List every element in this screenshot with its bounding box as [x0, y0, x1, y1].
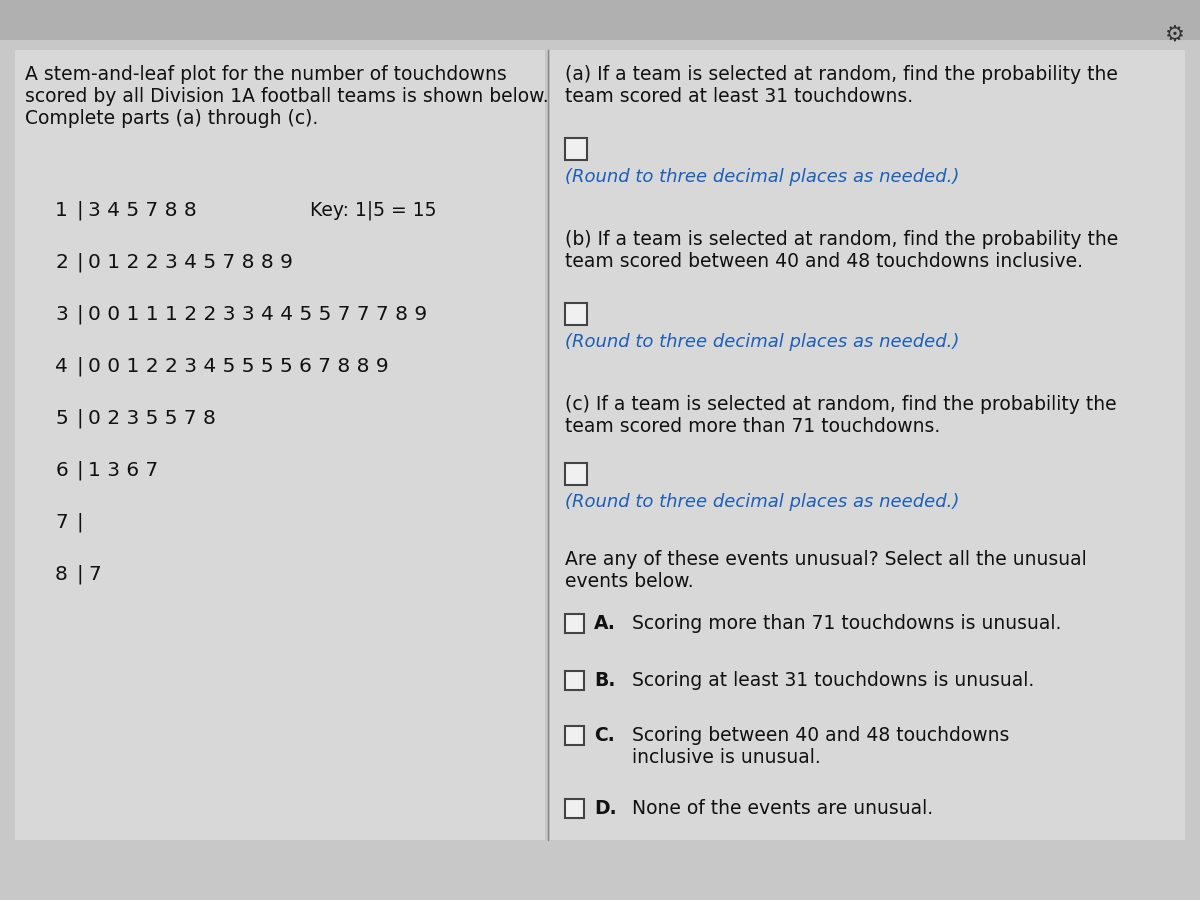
- Bar: [565, 799, 584, 818]
- Text: (c) If a team is selected at random, find the probability the
team scored more t: (c) If a team is selected at random, fin…: [565, 395, 1117, 436]
- Bar: [0, 0, 1200, 40]
- Text: 3: 3: [55, 304, 68, 323]
- Text: |: |: [77, 252, 83, 272]
- Text: 6: 6: [55, 461, 68, 480]
- Text: (a) If a team is selected at random, find the probability the
team scored at lea: (a) If a team is selected at random, fin…: [565, 65, 1118, 106]
- Bar: [565, 726, 584, 745]
- Text: None of the events are unusual.: None of the events are unusual.: [632, 799, 934, 818]
- Text: (b) If a team is selected at random, find the probability the
team scored betwee: (b) If a team is selected at random, fin…: [565, 230, 1118, 271]
- Text: (Round to three decimal places as needed.): (Round to three decimal places as needed…: [565, 333, 959, 351]
- Text: D.: D.: [594, 799, 617, 818]
- Text: A stem-and-leaf plot for the number of touchdowns
scored by all Division 1A foot: A stem-and-leaf plot for the number of t…: [25, 65, 548, 128]
- Text: |: |: [77, 512, 83, 532]
- Text: (Round to three decimal places as needed.): (Round to three decimal places as needed…: [565, 168, 959, 186]
- Text: 4: 4: [55, 356, 68, 375]
- Text: 3 4 5 7 8 8: 3 4 5 7 8 8: [88, 201, 197, 220]
- Text: Scoring between 40 and 48 touchdowns
inclusive is unusual.: Scoring between 40 and 48 touchdowns inc…: [632, 726, 1009, 767]
- Text: ⚙: ⚙: [1165, 25, 1186, 45]
- Text: B.: B.: [594, 671, 616, 690]
- Bar: [565, 463, 587, 485]
- Bar: [550, 50, 1186, 840]
- Text: 1: 1: [55, 201, 68, 220]
- Text: 1 3 6 7: 1 3 6 7: [88, 461, 158, 480]
- Text: |: |: [77, 409, 83, 428]
- Text: C.: C.: [594, 726, 614, 745]
- Text: |: |: [77, 564, 83, 584]
- Text: |: |: [77, 304, 83, 324]
- Bar: [565, 614, 584, 633]
- Bar: [565, 671, 584, 690]
- Text: 7: 7: [88, 564, 101, 583]
- Text: 0 2 3 5 5 7 8: 0 2 3 5 5 7 8: [88, 409, 216, 428]
- Text: Scoring at least 31 touchdowns is unusual.: Scoring at least 31 touchdowns is unusua…: [632, 671, 1034, 690]
- Bar: [14, 50, 545, 840]
- Text: 0 1 2 2 3 4 5 7 8 8 9: 0 1 2 2 3 4 5 7 8 8 9: [88, 253, 293, 272]
- Text: 5: 5: [55, 409, 68, 428]
- Text: Key: 1|5 = 15: Key: 1|5 = 15: [310, 201, 437, 220]
- Bar: [565, 303, 587, 325]
- Text: 8: 8: [55, 564, 68, 583]
- Text: |: |: [77, 460, 83, 480]
- Text: Scoring more than 71 touchdowns is unusual.: Scoring more than 71 touchdowns is unusu…: [632, 614, 1061, 633]
- Bar: [565, 138, 587, 160]
- Text: 0 0 1 1 1 2 2 3 3 4 4 5 5 7 7 7 8 9: 0 0 1 1 1 2 2 3 3 4 4 5 5 7 7 7 8 9: [88, 304, 427, 323]
- Text: 0 0 1 2 2 3 4 5 5 5 5 6 7 8 8 9: 0 0 1 2 2 3 4 5 5 5 5 6 7 8 8 9: [88, 356, 389, 375]
- Text: 2: 2: [55, 253, 68, 272]
- Text: |: |: [77, 201, 83, 220]
- Text: (Round to three decimal places as needed.): (Round to three decimal places as needed…: [565, 493, 959, 511]
- Text: Are any of these events unusual? Select all the unusual
events below.: Are any of these events unusual? Select …: [565, 550, 1087, 591]
- Text: A.: A.: [594, 614, 616, 633]
- Text: |: |: [77, 356, 83, 376]
- Text: 7: 7: [55, 512, 68, 532]
